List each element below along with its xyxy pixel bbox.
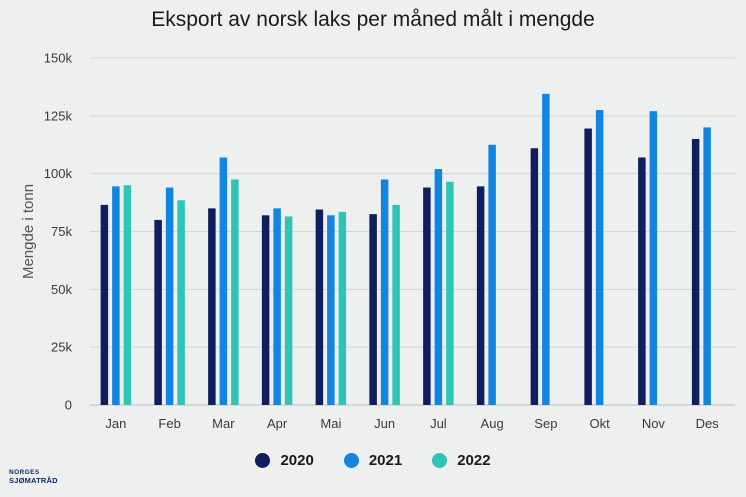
bar-2021-mai xyxy=(327,215,335,405)
bar-2021-mar xyxy=(219,157,228,405)
y-axis-title: Mengde i tonn xyxy=(20,184,37,279)
x-tick-label: Feb xyxy=(158,416,180,431)
legend-swatch xyxy=(432,453,448,468)
bar-2020-jul xyxy=(423,187,431,405)
x-tick-label: Nov xyxy=(642,416,666,431)
y-tick-label: 0 xyxy=(65,398,72,413)
bar-2020-apr xyxy=(261,215,270,405)
x-tick-label: Jan xyxy=(105,416,126,431)
x-tick-label: Des xyxy=(696,416,720,431)
bar-2022-apr xyxy=(284,216,293,405)
bar-2021-jun xyxy=(380,179,389,405)
logo-line-1: NORGES xyxy=(9,469,40,476)
bar-2021-okt xyxy=(595,110,604,406)
bar-2021-aug xyxy=(488,144,496,405)
x-tick-label: Jun xyxy=(374,416,395,431)
legend-label: 2020 xyxy=(280,452,314,469)
x-tick-label: Jul xyxy=(430,416,447,431)
legend: 2020 2021 2022 xyxy=(0,452,746,469)
bar-2020-jan xyxy=(100,204,109,405)
legend-swatch xyxy=(255,453,271,468)
legend-item-2021[interactable]: 2021 xyxy=(343,452,403,469)
x-tick-label: Sep xyxy=(534,416,557,431)
bar-2022-jun xyxy=(392,204,400,405)
legend-label: 2021 xyxy=(368,452,403,469)
bar-2021-jul xyxy=(434,169,443,405)
y-tick-label: 25k xyxy=(51,340,72,355)
bar-2021-apr xyxy=(273,208,281,405)
logo-line-2: SJØMATRÅD xyxy=(9,475,58,485)
norges-sjomatrad-logo: NORGES SJØMATRÅD xyxy=(9,469,58,485)
y-tick-label: 125k xyxy=(44,108,73,123)
bar-2022-jul xyxy=(446,181,454,405)
legend-item-2022[interactable]: 2022 xyxy=(432,452,491,469)
x-tick-label: Aug xyxy=(481,416,504,431)
legend-swatch xyxy=(343,453,359,468)
bar-2020-aug xyxy=(476,186,485,405)
bar-2022-mai xyxy=(338,211,347,405)
bar-2021-feb xyxy=(165,187,174,405)
bar-2020-jun xyxy=(369,214,377,405)
bar-2020-mar xyxy=(208,208,216,405)
bar-2020-okt xyxy=(584,128,592,405)
legend-item-2020[interactable]: 2020 xyxy=(255,452,314,469)
bar-2021-sep xyxy=(542,93,550,406)
bar-2020-sep xyxy=(530,148,539,405)
bar-2022-mar xyxy=(231,179,239,405)
bar-2021-jan xyxy=(112,186,120,405)
bar-2020-feb xyxy=(154,219,162,405)
bar-2022-jan xyxy=(123,185,132,405)
bar-2020-mai xyxy=(315,209,324,405)
bar-2020-des xyxy=(691,138,700,405)
y-tick-label: 50k xyxy=(51,282,72,297)
bar-2020-nov xyxy=(638,157,646,405)
x-tick-label: Mai xyxy=(320,416,341,431)
bar-2021-nov xyxy=(649,111,658,405)
bar-2022-feb xyxy=(177,200,185,405)
legend-label: 2022 xyxy=(457,452,491,469)
bar-2021-des xyxy=(703,127,711,406)
y-tick-label: 75k xyxy=(51,224,72,239)
x-tick-label: Mar xyxy=(212,416,235,431)
y-tick-label: 150k xyxy=(44,51,73,66)
y-tick-label: 100k xyxy=(44,166,73,181)
x-tick-label: Okt xyxy=(590,416,611,431)
x-tick-label: Apr xyxy=(267,416,288,431)
chart-title: Eksport av norsk laks per måned målt i m… xyxy=(151,8,595,31)
